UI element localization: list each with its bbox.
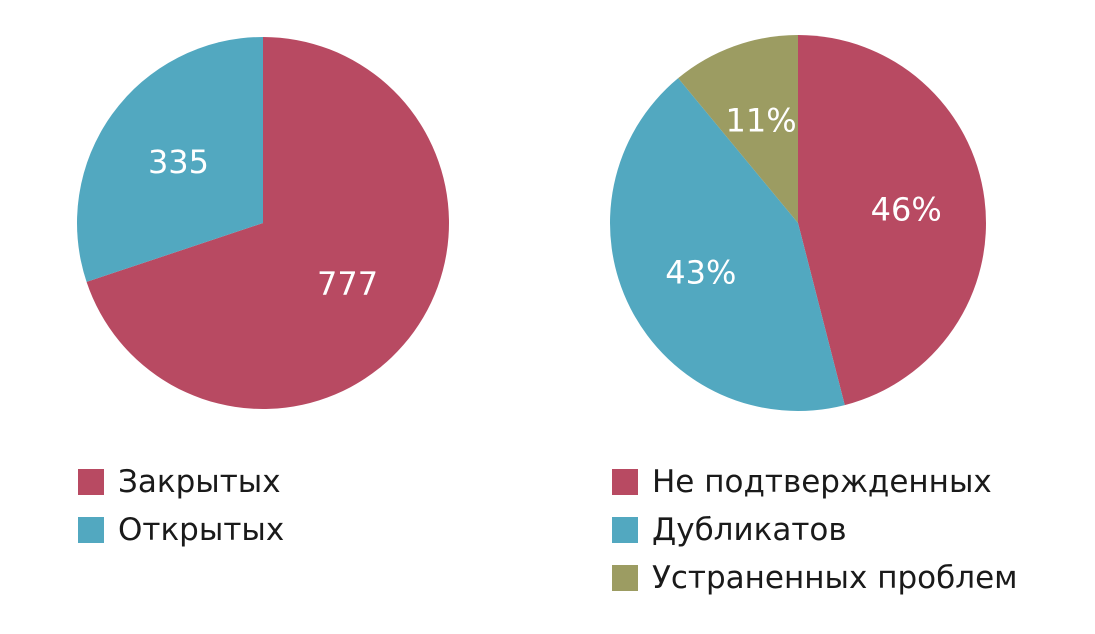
pie-chart-issue-resolution: 46% 43% 11%: [610, 35, 986, 412]
pie-slice-0-0: [86, 37, 449, 409]
legend-item-0-0: Закрытых: [78, 458, 284, 506]
pie-chart-issue-status: 777 335: [76, 37, 449, 409]
legend-swatch: [78, 517, 104, 543]
legend-swatch: [78, 469, 104, 495]
slice-label-1-1: 43%: [665, 254, 736, 292]
legend-item-1-1: Дубликатов: [612, 506, 1018, 554]
slice-label-1-2: 11%: [726, 101, 797, 139]
pie-slice-1-1: [610, 78, 845, 412]
pie-slice-1-0: [798, 35, 986, 406]
legend-issue-resolution: Не подтвержденных Дубликатов Устраненных п…: [612, 458, 1018, 602]
pie-slice-0-1: [76, 37, 263, 282]
legend-swatch: [612, 469, 638, 495]
legend-swatch: [612, 517, 638, 543]
legend-label: Дубликатов: [652, 512, 847, 548]
legend-item-1-0: Не подтвержденных: [612, 458, 1018, 506]
legend-label: Закрытых: [118, 464, 281, 500]
legend-label: Устраненных проблем: [652, 560, 1018, 596]
legend-item-0-1: Открытых: [78, 506, 284, 554]
legend-swatch: [612, 565, 638, 591]
slice-label-0-0: 777: [317, 265, 378, 303]
pie-slice-1-2: [678, 35, 798, 223]
slice-label-0-1: 335: [148, 143, 209, 181]
slice-label-1-0: 46%: [871, 190, 942, 228]
legend-item-1-2: Устраненных проблем: [612, 554, 1018, 602]
legend-issue-status: Закрытых Открытых: [78, 458, 284, 554]
legend-label: Не подтвержденных: [652, 464, 992, 500]
legend-label: Открытых: [118, 512, 285, 548]
